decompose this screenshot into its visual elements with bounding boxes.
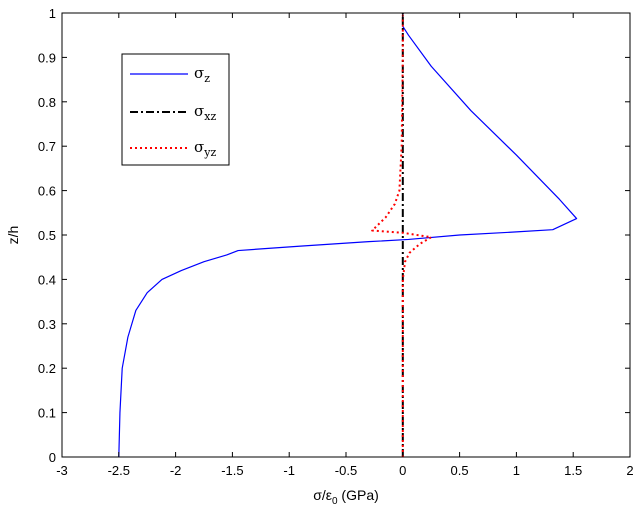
- y-axis-ticks: 0 0.1 0.2 0.3 0.4 0.5 0.6 0.7 0.8 0.9 1: [38, 6, 630, 465]
- y-axis-label: z/h: [5, 226, 21, 245]
- x-tick-label: 2: [626, 463, 633, 478]
- y-tick-label: 0.8: [38, 95, 56, 110]
- x-axis-label-sub: 0: [332, 496, 338, 507]
- x-tick-label: -1.5: [221, 463, 243, 478]
- x-tick-label: -3: [56, 463, 68, 478]
- x-axis-label-unit: (GPa): [338, 487, 379, 503]
- y-tick-label: 0.9: [38, 50, 56, 65]
- y-tick-label: 0.5: [38, 228, 56, 243]
- y-tick-label: 0.7: [38, 139, 56, 154]
- x-axis-ticks: -3 -2.5 -2 -1.5 -1 -0.5 0 0.5 1 1.5 2: [56, 13, 634, 478]
- x-tick-label: 0.5: [451, 463, 469, 478]
- x-tick-label: -1: [283, 463, 295, 478]
- y-tick-label: 0.3: [38, 317, 56, 332]
- y-tick-label: 0.1: [38, 406, 56, 421]
- y-tick-label: 0.2: [38, 361, 56, 376]
- series-line-sigma-z: [118, 13, 578, 458]
- y-tick-label: 0.4: [38, 272, 56, 287]
- x-tick-label: -2: [170, 463, 182, 478]
- x-axis-label-main: σ/ε: [313, 487, 332, 503]
- legend: σz σxz σyz: [121, 53, 230, 166]
- x-tick-label: 1: [513, 463, 520, 478]
- x-axis-label: σ/ε0 (GPa): [313, 487, 379, 507]
- x-tick-label: 0: [399, 463, 406, 478]
- y-tick-label: 0: [49, 450, 56, 465]
- legend-label-sigma-z: σz: [194, 64, 210, 85]
- y-tick-label: 1: [49, 6, 56, 21]
- x-tick-label: -0.5: [335, 463, 357, 478]
- legend-label-sigma-yz: σyz: [194, 138, 216, 159]
- x-tick-label: -2.5: [108, 463, 130, 478]
- series-line-sigma-yz: [371, 13, 433, 457]
- y-tick-label: 0.6: [38, 184, 56, 199]
- legend-label-sigma-xz: σxz: [194, 102, 216, 123]
- legend-box: [121, 53, 230, 166]
- x-tick-label: 1.5: [564, 463, 582, 478]
